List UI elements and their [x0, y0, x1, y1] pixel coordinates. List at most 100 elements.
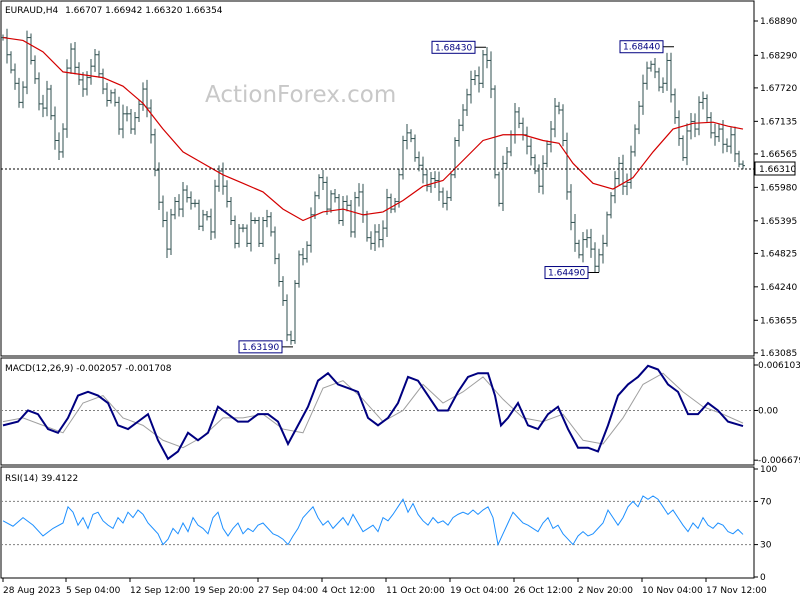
- ohlc-values: 1.66707 1.66942 1.66320 1.66354: [65, 6, 223, 16]
- price-bar: [709, 112, 713, 139]
- price-bar: [637, 101, 641, 135]
- x-axis: 28 Aug 2023 5 Sep 04:00 12 Sep 12:00 19 Sep…: [2, 578, 767, 596]
- macd-pane-frame: [0, 357, 755, 466]
- price-bar: [297, 250, 301, 288]
- price-bar: [121, 104, 125, 139]
- price-callout-box: [431, 40, 476, 54]
- price-bar: [137, 99, 141, 122]
- rsi-header: RSI(14) 39.4122: [5, 474, 78, 484]
- macd-header: MACD(12,26,9) -0.002057 -0.001708: [5, 364, 172, 374]
- price-bar: [125, 106, 129, 122]
- price-annotations: 1.68430 1.68440 1.63190 1.64490: [238, 40, 674, 354]
- price-bar: [237, 223, 241, 248]
- price-bar: [517, 107, 521, 129]
- price-bar: [185, 185, 189, 203]
- price-bar: [209, 208, 213, 241]
- price-bar: [533, 154, 537, 175]
- price-bar: [17, 77, 21, 108]
- price-bar: [225, 180, 229, 208]
- price-callout-box: [619, 40, 664, 54]
- price-bar: [589, 228, 593, 258]
- x-tick-label: 12 Sep 12:00: [130, 586, 190, 596]
- price-bar: [729, 127, 733, 154]
- price-bar: [569, 184, 573, 231]
- price-bar: [485, 46, 489, 69]
- price-bar: [305, 241, 309, 263]
- price-bar: [257, 216, 261, 248]
- x-tick-label: 19 Sep 20:00: [194, 586, 254, 596]
- price-callout: 1.63190: [238, 340, 293, 354]
- price-bar: [153, 128, 157, 177]
- price-tick-label: 1.66565: [760, 150, 797, 160]
- rsi-tick-label: 100: [760, 465, 777, 475]
- price-bar: [25, 30, 29, 95]
- price-bar: [597, 248, 601, 273]
- price-bar: [205, 210, 209, 221]
- price-bar: [233, 215, 237, 249]
- price-bar: [101, 68, 105, 95]
- price-bar: [289, 330, 293, 345]
- price-bar: [285, 294, 289, 342]
- price-callout-label: 1.68430: [435, 43, 472, 53]
- macd-layer: [1, 364, 754, 461]
- price-bar: [457, 119, 461, 147]
- price-bar: [617, 157, 621, 185]
- price-bar: [193, 199, 197, 208]
- price-bar: [9, 51, 13, 74]
- price-bar: [581, 232, 585, 263]
- price-callout-label: 1.64490: [548, 269, 585, 279]
- price-bar: [697, 96, 701, 136]
- price-bar: [89, 59, 93, 85]
- price-bar: [345, 195, 349, 212]
- price-bar: [381, 220, 385, 248]
- price-bar: [653, 57, 657, 79]
- price-bar: [625, 173, 629, 196]
- price-bar: [253, 217, 257, 224]
- price-bar: [629, 145, 633, 189]
- price-bar: [585, 229, 589, 248]
- price-bar: [465, 88, 469, 116]
- price-bar: [189, 191, 193, 210]
- price-bar: [109, 89, 113, 104]
- price-bar: [497, 171, 501, 207]
- price-bar: [505, 146, 509, 169]
- price-bar: [441, 187, 445, 208]
- price-bar: [113, 88, 117, 107]
- current-price-label: 1.66310: [759, 165, 796, 175]
- rsi-layer: [1, 495, 754, 547]
- price-callout: 1.64490: [544, 266, 599, 280]
- price-bar: [549, 120, 553, 153]
- price-bar: [73, 41, 77, 75]
- price-bar: [241, 224, 245, 233]
- price-bar: [433, 171, 437, 189]
- rsi-axis: 100 70 30 0: [754, 465, 777, 583]
- price-bar: [229, 196, 233, 225]
- price-bar: [417, 151, 421, 172]
- price-bar: [633, 124, 637, 157]
- price-bar: [293, 280, 297, 344]
- price-bar: [437, 171, 441, 201]
- price-bar: [173, 197, 177, 220]
- symbol-label: EURAUD,H4: [5, 6, 58, 16]
- price-tick-label: 1.63655: [760, 316, 797, 326]
- rsi-line: [2, 495, 744, 547]
- price-bar: [413, 134, 417, 162]
- price-bar: [741, 160, 745, 170]
- price-bar: [445, 190, 449, 211]
- rsi-tick-label: 0: [760, 573, 766, 583]
- price-bar: [329, 190, 333, 213]
- x-tick-label: 5 Sep 04:00: [66, 586, 121, 596]
- price-bar: [157, 162, 161, 211]
- macd-tick-label: 0.006103: [758, 361, 800, 371]
- price-bar: [61, 123, 65, 158]
- price-bar: [641, 74, 645, 115]
- price-callout: 1.68440: [619, 40, 674, 54]
- macd-tick-label: 0.00: [758, 406, 778, 416]
- price-bar: [721, 119, 725, 154]
- price-bar: [565, 132, 569, 200]
- x-tick-label: 27 Sep 04:00: [258, 586, 318, 596]
- price-bar: [13, 63, 17, 90]
- price-bar: [273, 226, 277, 265]
- price-bar: [733, 126, 737, 163]
